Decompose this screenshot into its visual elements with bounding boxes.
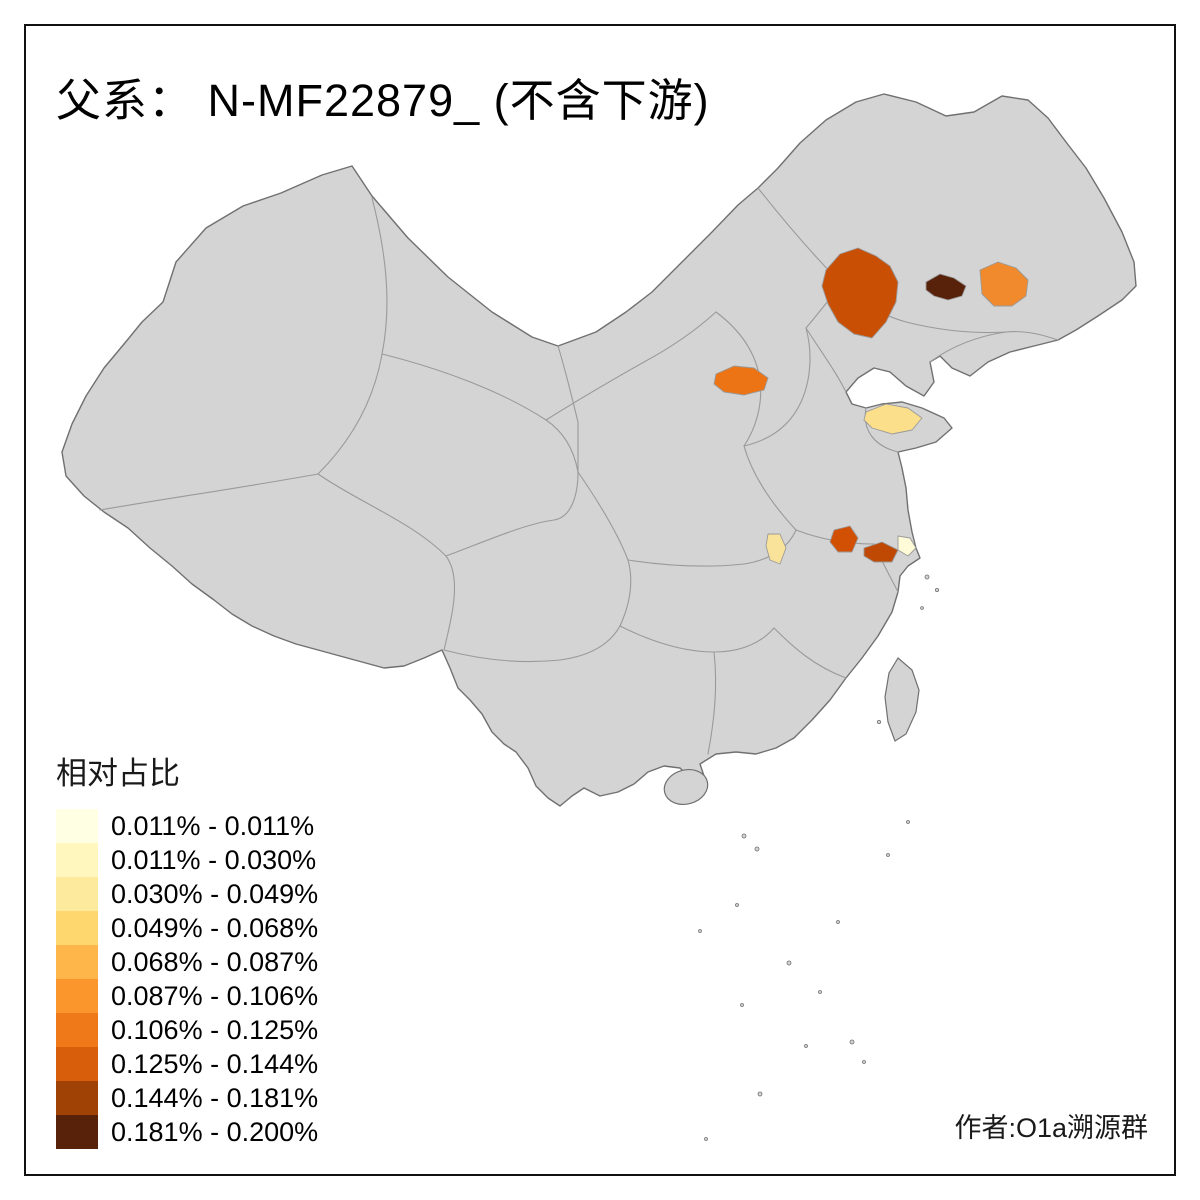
legend-label: 0.125% - 0.144% <box>111 1048 319 1079</box>
legend-swatch <box>56 1081 98 1115</box>
highlighted-region-shandong <box>863 403 923 435</box>
legend-swatch <box>56 877 98 911</box>
highlighted-region-jiangsu-coast-pale <box>897 535 917 557</box>
legend-row: 0.087% - 0.106% <box>56 979 386 1013</box>
highlighted-region-liaoning-west-dark <box>925 273 967 301</box>
island-dot <box>920 606 924 610</box>
map-base <box>61 93 1137 807</box>
highlighted-region-shanxi-north <box>713 365 769 396</box>
legend-swatch <box>56 1115 98 1149</box>
legend-label: 0.011% - 0.011% <box>111 810 315 841</box>
legend-swatch <box>56 843 98 877</box>
island-dot <box>740 1003 744 1007</box>
island-dot <box>862 1060 866 1064</box>
island-dot <box>804 1044 808 1048</box>
highlighted-region-jiangsu-south-small <box>863 541 899 563</box>
legend-swatch <box>56 945 98 979</box>
island-dot <box>818 990 822 994</box>
legend-row: 0.125% - 0.144% <box>56 1047 386 1081</box>
island-dot <box>786 960 792 966</box>
small-islands <box>698 574 940 1141</box>
legend-swatch <box>56 809 98 843</box>
island-dot <box>906 820 910 824</box>
island-dot <box>877 720 882 725</box>
legend-row: 0.011% - 0.011% <box>56 809 386 843</box>
highlighted-region-hubei-east-pale <box>765 533 787 565</box>
legend-swatch <box>56 911 98 945</box>
island-dot <box>704 1137 708 1141</box>
legend-label: 0.144% - 0.181% <box>111 1082 319 1113</box>
highlighted-region-anhui-east-small <box>829 525 859 553</box>
legend-swatch <box>56 1013 98 1047</box>
attribution-text: 作者:O1a溯源群 <box>954 1113 1148 1143</box>
legend-label: 0.068% - 0.087% <box>111 946 319 977</box>
legend-label: 0.181% - 0.200% <box>111 1116 319 1147</box>
legend: 相对占比 0.011% - 0.011% 0.011% - 0.030% 0.0… <box>56 748 386 1149</box>
highlighted-region-jilin-west <box>979 261 1029 307</box>
island-dot <box>836 920 840 924</box>
legend-label: 0.049% - 0.068% <box>111 912 319 943</box>
island-dot <box>735 903 739 907</box>
island-dot <box>757 1091 763 1097</box>
island-dot <box>754 846 760 852</box>
china-mainland <box>61 93 1137 807</box>
legend-label: 0.087% - 0.106% <box>111 980 319 1011</box>
page-title: 父系： N-MF22879_ (不含下游) <box>56 75 710 126</box>
hainan-island <box>663 769 709 805</box>
legend-title: 相对占比 <box>56 756 180 791</box>
island-dot <box>849 1039 855 1045</box>
legend-row: 0.144% - 0.181% <box>56 1081 386 1115</box>
legend-label: 0.030% - 0.049% <box>111 878 319 909</box>
legend-swatch <box>56 979 98 1013</box>
highlighted-regions <box>713 247 1029 565</box>
island-dot <box>698 929 702 933</box>
island-dot <box>741 833 747 839</box>
legend-label: 0.106% - 0.125% <box>111 1014 319 1045</box>
island-dot <box>935 588 940 593</box>
legend-row: 0.030% - 0.049% <box>56 877 386 911</box>
legend-swatch <box>56 1047 98 1081</box>
highlighted-region-inner-mongolia-southeast <box>821 247 899 339</box>
legend-row: 0.049% - 0.068% <box>56 911 386 945</box>
legend-row: 0.011% - 0.030% <box>56 843 386 877</box>
island-dot <box>886 853 890 857</box>
legend-row: 0.181% - 0.200% <box>56 1115 386 1149</box>
legend-label: 0.011% - 0.030% <box>111 844 317 875</box>
legend-row: 0.106% - 0.125% <box>56 1013 386 1047</box>
taiwan-island <box>884 657 920 742</box>
island-dot <box>924 574 930 580</box>
legend-row: 0.068% - 0.087% <box>56 945 386 979</box>
